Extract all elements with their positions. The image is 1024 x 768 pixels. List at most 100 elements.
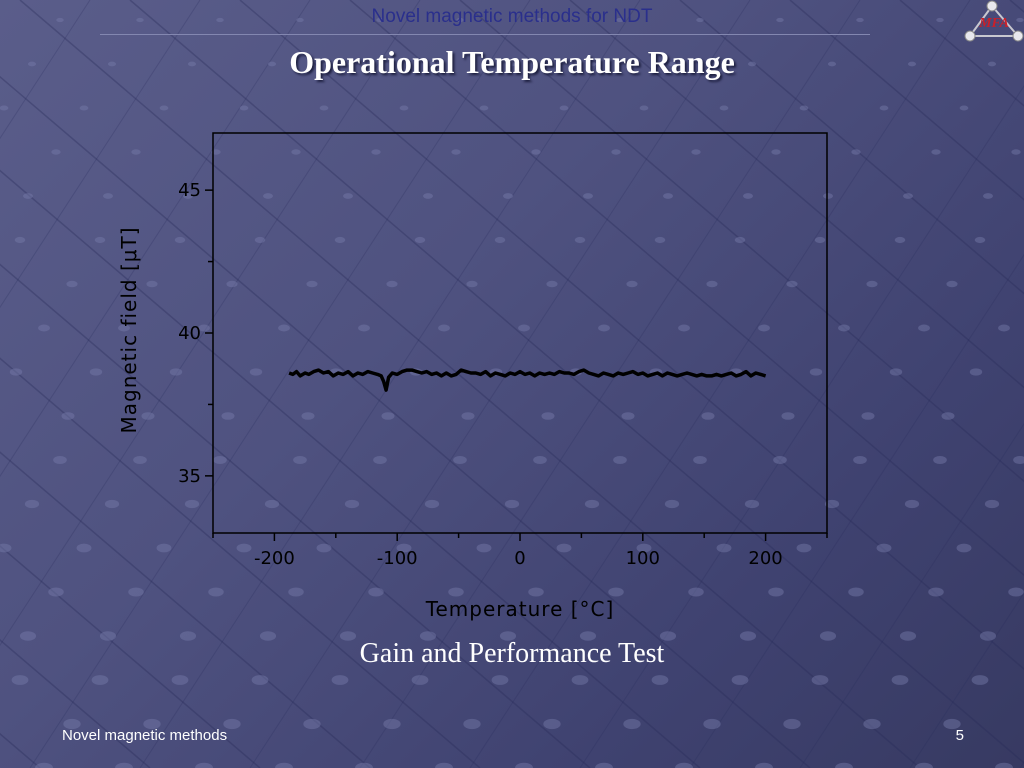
chart-caption: Gain and Performance Test [359, 638, 665, 669]
background-dot [376, 17, 384, 23]
background-dot [435, 762, 453, 768]
background-dot [504, 499, 520, 509]
background-dot [915, 762, 933, 768]
background-dot [355, 762, 373, 768]
background-dot [419, 631, 437, 641]
background-dot [424, 499, 440, 509]
background-dot [667, 61, 677, 67]
background-line [0, 263, 591, 768]
background-dot [747, 61, 757, 67]
background-dot [267, 61, 277, 67]
background-dot [451, 149, 461, 155]
background-dot [223, 718, 241, 730]
background-dot [414, 236, 426, 244]
background-dot [133, 456, 147, 464]
background-dot [213, 456, 227, 464]
background-dot [876, 543, 892, 553]
background-dot [693, 456, 707, 464]
background-dot [187, 61, 197, 67]
background-dot [731, 675, 749, 685]
background-dot [136, 17, 144, 23]
background-dot [574, 236, 586, 244]
x-axis-ticks: -200 -100 0 100 200 [212, 533, 828, 569]
background-dot [776, 17, 784, 23]
background-dot [743, 193, 753, 199]
background-line [579, 85, 1024, 768]
background-dot [701, 412, 715, 420]
background-dot [663, 193, 673, 199]
background-dot [303, 718, 321, 730]
background-dot [608, 587, 624, 597]
background-dot [293, 456, 307, 464]
background-line [0, 0, 201, 309]
background-dot [783, 718, 801, 730]
background-dot [528, 587, 544, 597]
background-line [0, 0, 91, 140]
background-dot [236, 543, 252, 553]
background-dot [879, 105, 889, 111]
background-line [0, 0, 311, 478]
background-dot [584, 499, 600, 509]
header-title: Novel magnetic methods for NDT [371, 6, 653, 27]
background-dot [291, 149, 301, 155]
background-dot [184, 499, 200, 509]
background-dot [659, 631, 677, 641]
background-line [569, 0, 1024, 389]
y-tick-label: 45 [178, 180, 201, 201]
background-dot [344, 499, 360, 509]
background-dot [814, 236, 826, 244]
background-dot [373, 456, 387, 464]
background-dot [936, 17, 944, 23]
background-line [139, 0, 641, 768]
background-dot [889, 368, 903, 376]
background-dot [51, 149, 61, 155]
background-dot [595, 762, 613, 768]
background-dot [254, 236, 266, 244]
background-dot [411, 675, 429, 685]
background-dot [339, 631, 357, 641]
background-dot [786, 280, 798, 288]
background-dot [861, 412, 875, 420]
background-dot [904, 499, 920, 509]
background-dot [358, 324, 370, 332]
background-dot [623, 718, 641, 730]
background-dot [27, 61, 37, 67]
x-tick-label: 100 [626, 548, 660, 569]
background-dot [183, 193, 193, 199]
x-tick-label: 0 [514, 548, 525, 569]
background-dot [987, 61, 997, 67]
background-dot [288, 587, 304, 597]
background-dot [301, 412, 315, 420]
background-dot [703, 718, 721, 730]
background-dot [226, 280, 238, 288]
background-dot [456, 17, 464, 23]
slide-title: Operational Temperature Range [289, 44, 735, 80]
background-dot [654, 236, 666, 244]
background-dot [479, 105, 489, 111]
mfa-logo: MFA [964, 0, 1024, 42]
plot-frame [212, 132, 828, 534]
background-dot [781, 412, 795, 420]
background-dot [755, 762, 773, 768]
background-dot [696, 17, 704, 23]
y-tick-label: 35 [178, 466, 201, 487]
background-dot [971, 675, 989, 685]
background-dot [946, 280, 958, 288]
background-dot [956, 543, 972, 553]
background-dot [853, 456, 867, 464]
background-dot [583, 193, 593, 199]
background-dot [579, 631, 597, 641]
background-line [679, 0, 1024, 295]
background-dot [1008, 587, 1024, 597]
background-dot [598, 324, 610, 332]
background-dot [848, 587, 864, 597]
background-dot [866, 280, 878, 288]
background-dot [383, 718, 401, 730]
background-dot [491, 675, 509, 685]
background-dot [368, 587, 384, 597]
y-axis-title: Magnetic field [μT] [117, 227, 141, 434]
background-dot [38, 324, 50, 332]
background-dot [423, 193, 433, 199]
footer-text: Novel magnetic methods [62, 727, 228, 744]
background-line [129, 0, 1024, 764]
